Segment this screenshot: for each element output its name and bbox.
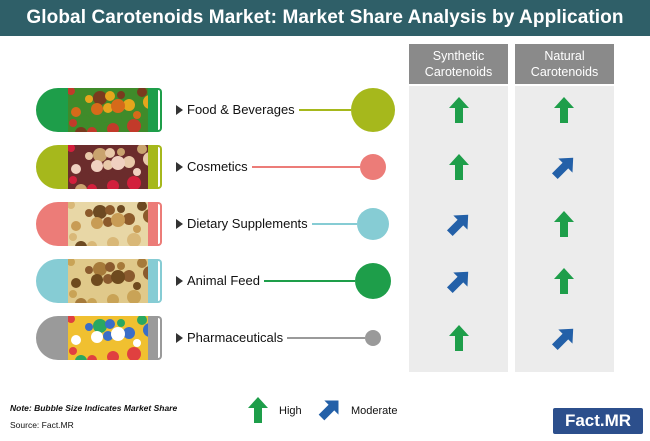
column-header-synthetic: Synthetic Carotenoids bbox=[409, 44, 508, 84]
pill-cap bbox=[36, 259, 72, 303]
application-image bbox=[68, 259, 150, 303]
column-header-line: Natural bbox=[544, 49, 585, 63]
market-share-bubble bbox=[355, 263, 391, 299]
market-share-bubble bbox=[365, 330, 381, 346]
synthetic-rating bbox=[445, 152, 473, 182]
synthetic-rating bbox=[445, 266, 473, 296]
pointer-icon bbox=[176, 105, 183, 115]
high-arrow-icon bbox=[554, 97, 574, 123]
application-label: Pharmaceuticals bbox=[187, 330, 284, 345]
application-pill bbox=[36, 259, 162, 303]
application-pill bbox=[36, 88, 162, 132]
application-label: Food & Beverages bbox=[187, 102, 295, 117]
natural-rating bbox=[550, 152, 578, 182]
pill-band bbox=[148, 145, 158, 189]
connector-line bbox=[251, 166, 360, 168]
application-image bbox=[68, 88, 150, 132]
pill-band bbox=[148, 316, 158, 360]
moderate-arrow-icon bbox=[446, 271, 469, 294]
pill-end bbox=[158, 88, 162, 132]
natural-rating bbox=[550, 209, 578, 239]
pill-cap bbox=[36, 316, 72, 360]
pill-end bbox=[158, 145, 162, 189]
moderate-arrow-icon bbox=[446, 214, 469, 237]
natural-rating bbox=[550, 95, 578, 125]
natural-rating bbox=[550, 323, 578, 353]
connector-line bbox=[311, 223, 357, 225]
application-image bbox=[68, 202, 150, 246]
application-label: Animal Feed bbox=[187, 273, 260, 288]
market-share-bubble bbox=[351, 88, 395, 132]
pill-end bbox=[158, 316, 162, 360]
application-pill bbox=[36, 202, 162, 246]
application-label: Cosmetics bbox=[187, 159, 248, 174]
pointer-icon bbox=[176, 276, 183, 286]
pill-end bbox=[158, 259, 162, 303]
natural-rating bbox=[550, 266, 578, 296]
high-arrow-icon bbox=[449, 325, 469, 351]
pill-band bbox=[148, 259, 158, 303]
column-header-line: Carotenoids bbox=[530, 65, 599, 79]
connector-line bbox=[298, 109, 351, 111]
column-header-natural: Natural Carotenoids bbox=[515, 44, 614, 84]
page-title: Global Carotenoids Market: Market Share … bbox=[0, 0, 650, 36]
pointer-icon bbox=[176, 333, 183, 343]
connector-line bbox=[263, 280, 355, 282]
source-text: Source: Fact.MR bbox=[10, 420, 74, 430]
legend-high-label: High bbox=[279, 405, 302, 417]
pill-cap bbox=[36, 202, 72, 246]
legend-moderate-arrow-icon bbox=[318, 400, 339, 421]
high-arrow-icon bbox=[554, 268, 574, 294]
high-arrow-icon bbox=[554, 211, 574, 237]
application-image bbox=[68, 145, 150, 189]
pointer-icon bbox=[176, 219, 183, 229]
application-pill bbox=[36, 145, 162, 189]
market-share-bubble bbox=[357, 208, 389, 240]
column-header-line: Synthetic bbox=[432, 49, 485, 63]
application-image bbox=[68, 316, 150, 360]
moderate-arrow-icon bbox=[551, 328, 574, 351]
pill-band bbox=[148, 202, 158, 246]
note-text: Note: Bubble Size Indicates Market Share bbox=[10, 403, 178, 413]
pill-cap bbox=[36, 88, 72, 132]
high-arrow-icon bbox=[449, 154, 469, 180]
moderate-arrow-icon bbox=[551, 157, 574, 180]
legend-high-arrow-icon bbox=[248, 397, 268, 423]
pill-cap bbox=[36, 145, 72, 189]
synthetic-rating bbox=[445, 323, 473, 353]
application-pill bbox=[36, 316, 162, 360]
high-arrow-icon bbox=[449, 97, 469, 123]
pill-end bbox=[158, 202, 162, 246]
pointer-icon bbox=[176, 162, 183, 172]
column-header-line: Carotenoids bbox=[424, 65, 493, 79]
application-label: Dietary Supplements bbox=[187, 216, 308, 231]
fact-mr-logo: Fact.MR bbox=[553, 408, 643, 434]
synthetic-rating bbox=[445, 209, 473, 239]
synthetic-rating bbox=[445, 95, 473, 125]
market-share-bubble bbox=[360, 154, 386, 180]
connector-line bbox=[287, 337, 365, 339]
legend-moderate-label: Moderate bbox=[351, 405, 398, 417]
pill-band bbox=[148, 88, 158, 132]
